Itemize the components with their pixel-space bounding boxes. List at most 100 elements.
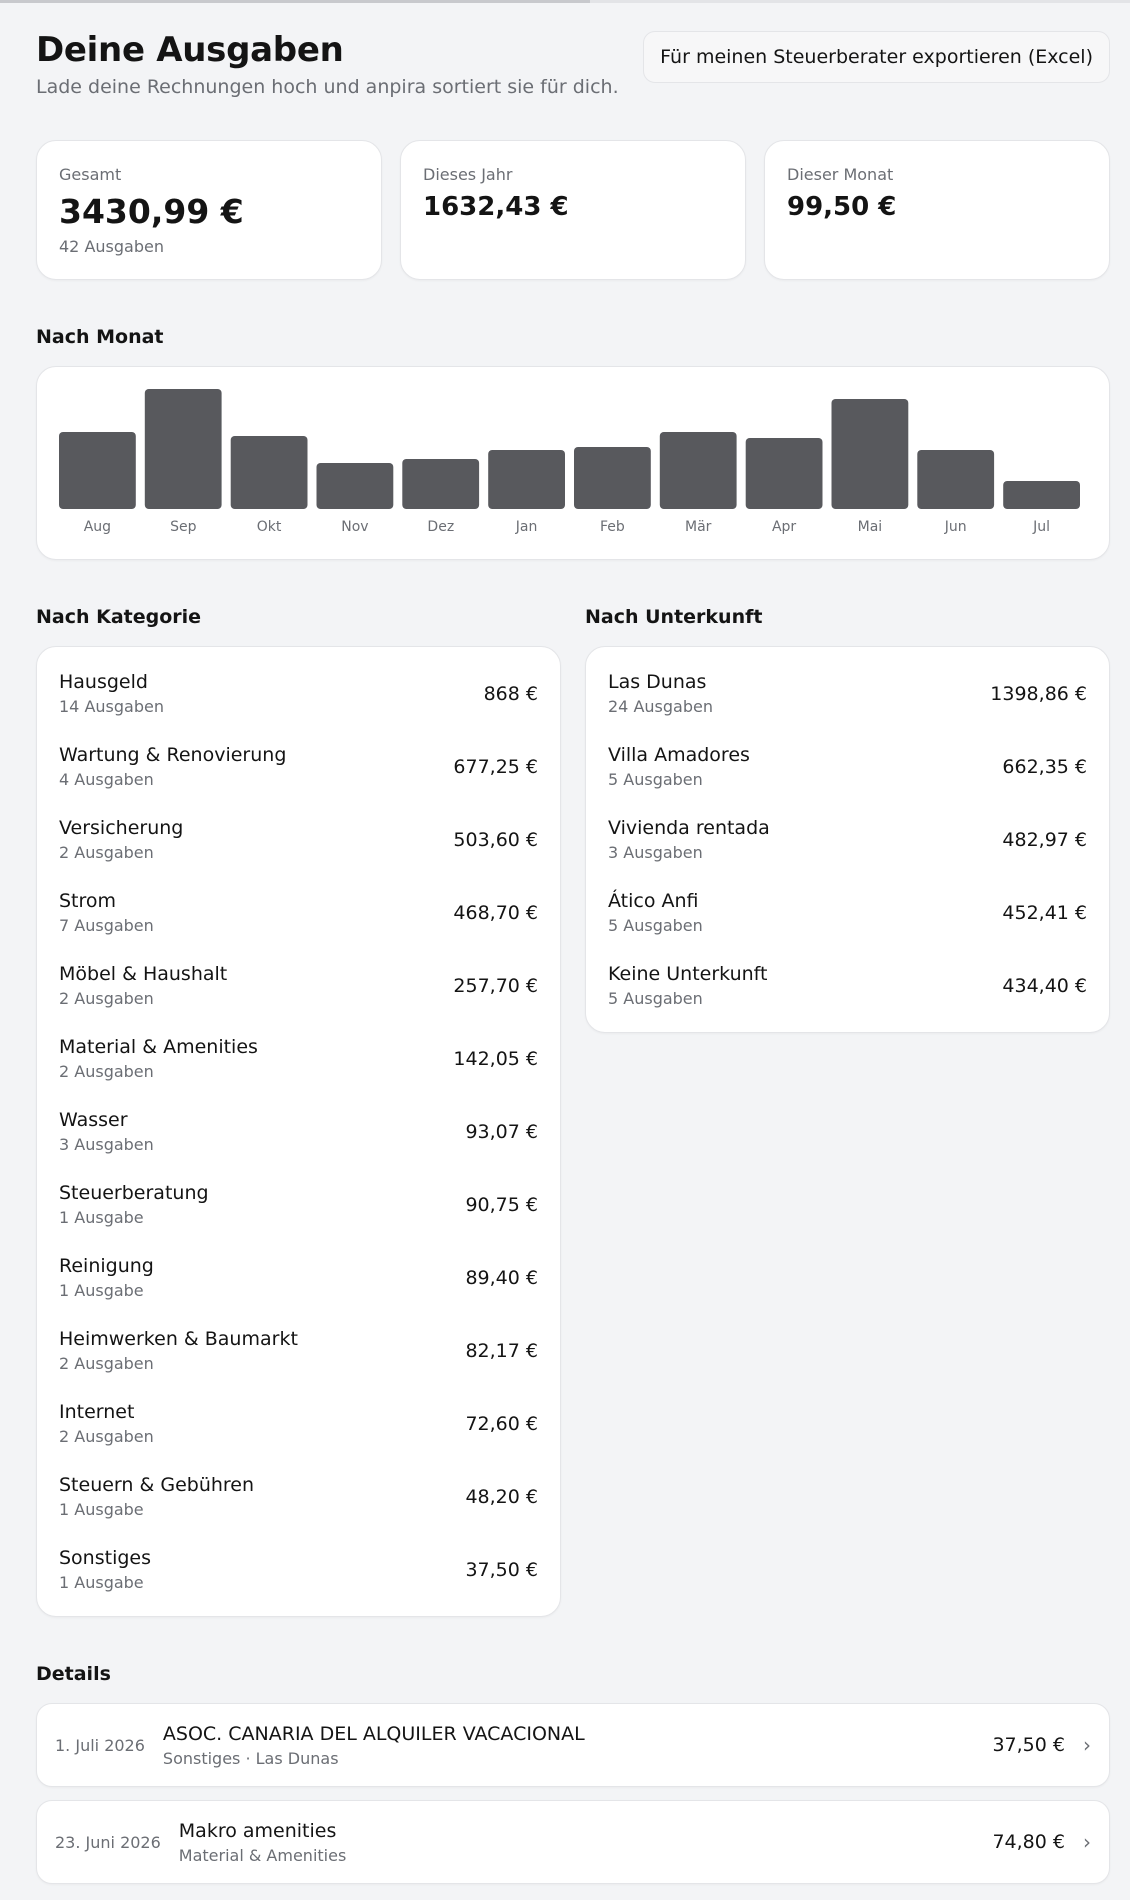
export-excel-button[interactable]: Für meinen Steuerberater exportieren (Ex… <box>643 31 1110 83</box>
category-text: Strom 7 Ausgaben <box>59 890 154 935</box>
category-row: Wasser 3 Ausgaben 93,07 € <box>59 1095 538 1168</box>
month-bar <box>831 399 909 509</box>
category-text: Möbel & Haushalt 2 Ausgaben <box>59 963 227 1008</box>
header-text: Deine Ausgaben Lade deine Rechnungen hoc… <box>36 28 619 98</box>
expense-amount: 74,80 € <box>992 1831 1065 1853</box>
stat-count: 42 Ausgaben <box>59 237 164 256</box>
month-bar <box>745 438 823 509</box>
category-name: Wasser <box>59 1109 128 1131</box>
month-tick-label: Dez <box>427 519 454 535</box>
category-name: Internet <box>59 1401 135 1423</box>
stat-label: Dieses Jahr <box>423 165 513 184</box>
category-row: Versicherung 2 Ausgaben 503,60 € <box>59 803 538 876</box>
category-count: 2 Ausgaben <box>59 1354 154 1373</box>
property-section-title: Nach Unterkunft <box>585 606 763 628</box>
category-name: Versicherung <box>59 817 184 839</box>
category-count: 2 Ausgaben <box>59 989 154 1008</box>
category-row: Steuerberatung 1 Ausgabe 90,75 € <box>59 1168 538 1241</box>
expense-item[interactable]: 23. Juni 2026 Makro amenities Material & A… <box>36 1800 1110 1884</box>
expense-meta: Material & Amenities <box>178 1845 347 1865</box>
property-count: 5 Ausgaben <box>608 770 703 789</box>
property-amount: 452,41 € <box>1002 901 1087 924</box>
month-tick-label: Feb <box>600 519 625 535</box>
expense-date: 1. Juli 2026 <box>55 1735 145 1755</box>
month-tick-label: Jan <box>515 519 538 535</box>
category-count: 1 Ausgabe <box>59 1500 144 1519</box>
category-name: Wartung & Renovierung <box>59 744 287 766</box>
category-row: Material & Amenities 2 Ausgaben 142,05 € <box>59 1022 538 1095</box>
property-count: 5 Ausgaben <box>608 989 703 1008</box>
category-amount: 257,70 € <box>453 974 538 997</box>
page-title: Deine Ausgaben <box>36 30 344 70</box>
month-bar <box>59 432 136 509</box>
month-bar <box>402 459 480 509</box>
category-text: Steuerberatung 1 Ausgabe <box>59 1182 209 1227</box>
property-text: Ático Anfi 5 Ausgaben <box>608 890 703 935</box>
property-name: Villa Amadores <box>608 744 750 766</box>
property-row: Vivienda rentada 3 Ausgaben 482,97 € <box>608 803 1087 876</box>
category-amount: 142,05 € <box>453 1047 538 1070</box>
details-list: 1. Juli 2026 ASOC. CANARIA DEL ALQUILER V… <box>36 1703 1110 1884</box>
month-tick-label: Okt <box>257 519 282 535</box>
category-text: Wasser 3 Ausgaben <box>59 1109 154 1154</box>
category-amount: 868 € <box>483 682 538 705</box>
stat-card-year: Dieses Jahr 1632,43 € <box>400 140 746 280</box>
month-chart-card: Aug Sep Okt Nov Dez Jan Feb Mär Apr Mai Jun Jul <box>36 366 1110 560</box>
category-count: 2 Ausgaben <box>59 1427 154 1446</box>
stat-value: 1632,43 € <box>423 192 569 222</box>
category-amount: 93,07 € <box>465 1120 538 1143</box>
month-tick-label: Mär <box>685 519 712 535</box>
category-count: 1 Ausgabe <box>59 1573 144 1592</box>
property-amount: 1398,86 € <box>990 682 1087 705</box>
property-name: Keine Unterkunft <box>608 963 768 985</box>
property-amount: 662,35 € <box>1002 755 1087 778</box>
month-tick-label: Jul <box>1032 519 1050 535</box>
category-count: 1 Ausgabe <box>59 1281 144 1300</box>
expense-title: Makro amenities <box>178 1819 337 1842</box>
category-list: Hausgeld 14 Ausgaben 868 € Wartung & Renovi… <box>36 646 561 1617</box>
month-bar <box>230 436 308 509</box>
category-section-title: Nach Kategorie <box>36 606 202 628</box>
category-name: Möbel & Haushalt <box>59 963 228 985</box>
month-bar <box>316 463 394 509</box>
category-amount: 90,75 € <box>465 1193 538 1216</box>
month-bar <box>1003 481 1080 509</box>
stat-label: Dieser Monat <box>787 165 894 184</box>
month-section-title: Nach Monat <box>36 326 164 348</box>
category-text: Wartung & Renovierung 4 Ausgaben <box>59 744 286 789</box>
category-row: Internet 2 Ausgaben 72,60 € <box>59 1387 538 1460</box>
category-count: 3 Ausgaben <box>59 1135 154 1154</box>
property-text: Vivienda rentada 3 Ausgaben <box>608 817 770 862</box>
month-tick-label: Nov <box>341 519 368 535</box>
category-row: Sonstiges 1 Ausgabe 37,50 € <box>59 1533 538 1606</box>
property-count: 3 Ausgaben <box>608 843 703 862</box>
property-text: Keine Unterkunft 5 Ausgaben <box>608 963 767 1008</box>
expense-main: ASOC. CANARIA DEL ALQUILER VACACIONAL Son… <box>163 1723 993 1768</box>
category-count: 4 Ausgaben <box>59 770 154 789</box>
stat-card-month: Dieser Monat 99,50 € <box>764 140 1110 280</box>
expense-amount: 37,50 € <box>992 1734 1065 1756</box>
category-amount: 82,17 € <box>465 1339 538 1362</box>
month-tick-label: Aug <box>84 519 111 535</box>
category-text: Material & Amenities 2 Ausgaben <box>59 1036 258 1081</box>
property-name: Ático Anfi <box>608 890 699 912</box>
month-bar <box>917 450 995 509</box>
month-bar <box>574 447 651 509</box>
property-amount: 482,97 € <box>1002 828 1087 851</box>
chevron-right-icon: › <box>1083 1733 1091 1757</box>
property-row: Keine Unterkunft 5 Ausgaben 434,40 € <box>608 949 1087 1022</box>
stat-value: 3430,99 € <box>59 192 244 231</box>
category-text: Steuern & Gebühren 1 Ausgabe <box>59 1474 254 1519</box>
category-text: Reinigung 1 Ausgabe <box>59 1255 154 1300</box>
stat-value: 99,50 € <box>787 192 897 222</box>
page-header: Deine Ausgaben Lade deine Rechnungen hoc… <box>36 28 1110 140</box>
expense-item[interactable]: 1. Juli 2026 ASOC. CANARIA DEL ALQUILER V… <box>36 1703 1110 1787</box>
property-name: Las Dunas <box>608 671 707 693</box>
category-row: Reinigung 1 Ausgabe 89,40 € <box>59 1241 538 1314</box>
month-tick-label: Mai <box>858 519 883 535</box>
page-content: Deine Ausgaben Lade deine Rechnungen hoc… <box>36 28 1110 1897</box>
category-row: Steuern & Gebühren 1 Ausgabe 48,20 € <box>59 1460 538 1533</box>
property-list: Las Dunas 24 Ausgaben 1398,86 € Villa Amado… <box>585 646 1110 1033</box>
category-count: 14 Ausgaben <box>59 697 164 716</box>
category-name: Steuerberatung <box>59 1182 209 1204</box>
